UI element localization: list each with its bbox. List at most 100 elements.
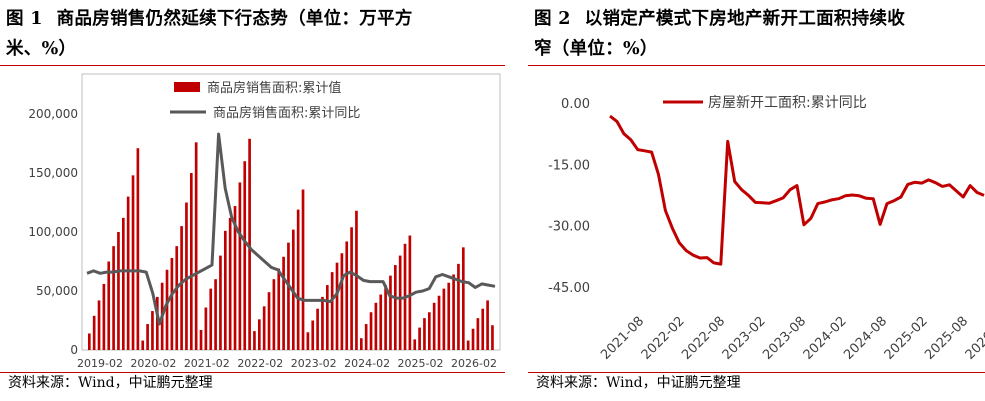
bar-cumulative-sales-area (301, 189, 305, 350)
bar-cumulative-sales-area (466, 340, 470, 350)
bar-cumulative-sales-area (282, 256, 285, 350)
x-tick-label: 2023-02 (720, 314, 769, 363)
x-tick-label: 2021-02 (184, 357, 230, 370)
figure-1-chart: 0 50,000 100,000 150,000 200,000 2019-02 2020-… (28, 73, 501, 370)
x-tick-label: 2022-02 (237, 357, 283, 370)
bar-cumulative-sales-area (359, 338, 363, 350)
bar-cumulative-sales-area (228, 217, 232, 350)
bar-cumulative-sales-area (272, 279, 276, 350)
bar-cumulative-sales-area (457, 263, 460, 350)
y-tick-label: -45.00 (548, 281, 590, 296)
bar-cumulative-sales-area (355, 210, 358, 350)
bar-cumulative-sales-area (107, 261, 111, 350)
legend-bar-label: 商品房销售面积:累计值 (207, 80, 341, 96)
bar-cumulative-sales-area (112, 246, 115, 350)
y-tick-label: -15.00 (548, 158, 590, 173)
bar-cumulative-sales-area (92, 315, 96, 350)
figure-1-top-rule (0, 65, 505, 66)
bar-cumulative-sales-area (287, 242, 290, 350)
bar-cumulative-sales-area (277, 268, 281, 350)
figure-2-panel: 图 2 以销定产模式下房地产新开工面积持续收 窄（单位：%） 0.00 -15.00… (528, 0, 985, 401)
bar-cumulative-sales-area (413, 339, 417, 350)
bar-cumulative-sales-area (262, 306, 266, 350)
bar-cumulative-sales-area (146, 324, 149, 350)
x-tick-label: 2019-02 (77, 357, 123, 370)
bar-cumulative-sales-area (316, 308, 319, 350)
y-tick-label: 0 (70, 343, 78, 357)
figure-1-source: 资料来源：Wind，中证鹏元整理 (8, 375, 213, 391)
figure-2-chart: 0.00 -15.00 -30.00 -45.00 房屋新开工面积:累计同比 2021-0… (548, 95, 985, 363)
bar-cumulative-sales-area (155, 296, 159, 350)
bar-cumulative-sales-area (384, 285, 387, 350)
bar-cumulative-sales-area (335, 262, 339, 350)
bar-cumulative-sales-area (311, 320, 315, 350)
bar-cumulative-sales-area (238, 182, 242, 350)
bar-cumulative-sales-area (223, 230, 227, 350)
bar-cumulative-sales-area (175, 246, 179, 350)
bar-cumulative-sales-area (170, 257, 174, 350)
bar-cumulative-sales-area (491, 325, 494, 350)
bar-cumulative-sales-area (432, 302, 436, 350)
x-tick-label: 2021-08 (598, 314, 647, 363)
bar-cumulative-sales-area (257, 319, 261, 350)
x-tick-label: 2024-02 (801, 314, 850, 363)
bar-cumulative-sales-area (199, 329, 203, 350)
bar-cumulative-sales-area (97, 300, 101, 350)
legend-line-label: 房屋新开工面积:累计同比 (708, 95, 867, 111)
bar-cumulative-sales-area (136, 148, 140, 350)
y-tick-label: 100,000 (28, 225, 78, 239)
bar-cumulative-sales-area (389, 275, 392, 350)
bar-cumulative-sales-area (214, 279, 217, 350)
bar-cumulative-sales-area (379, 294, 383, 350)
bar-cumulative-sales-area (233, 206, 237, 350)
x-tick-label: 2025-08 (922, 314, 971, 363)
x-tick-label: 2025-02 (398, 357, 444, 370)
x-tick-label: 2023-08 (760, 314, 809, 363)
bar-cumulative-sales-area (204, 307, 208, 350)
bar-cumulative-sales-area (185, 202, 188, 350)
figure-1-bottom-rule (0, 372, 505, 373)
bar-cumulative-sales-area (330, 272, 334, 350)
bar-cumulative-sales-area (369, 312, 373, 350)
bar-cumulative-sales-area (248, 138, 251, 350)
bar-cumulative-sales-area (364, 324, 368, 350)
bar-cumulative-sales-area (219, 255, 222, 350)
bar-cumulative-sales-area (423, 318, 426, 350)
bar-cumulative-sales-area (398, 255, 402, 350)
bar-cumulative-sales-area (321, 296, 324, 350)
figure-1-number: 图 1 (6, 9, 43, 29)
bar-cumulative-sales-area (121, 217, 125, 350)
line-new-construction-yoy (609, 114, 985, 266)
x-tick-label: 2020-02 (130, 357, 176, 370)
figure-2-source: 资料来源：Wind，中证鹏元整理 (536, 375, 741, 391)
legend-bar-swatch (174, 82, 200, 92)
bar-cumulative-sales-area (418, 327, 421, 350)
bar-cumulative-sales-area (151, 311, 154, 350)
figure-2-top-rule (528, 65, 985, 66)
y-tick-label: 50,000 (36, 284, 78, 298)
bar-cumulative-sales-area (126, 196, 130, 350)
figure-2-title: 图 2 以销定产模式下房地产新开工面积持续收 窄（单位：%） (534, 4, 905, 64)
figure-2-title-line1: 以销定产模式下房地产新开工面积持续收 (584, 9, 906, 29)
bar-cumulative-sales-area (87, 333, 91, 350)
figure-2-bottom-rule (528, 372, 985, 373)
figure-2-number: 图 2 (534, 9, 571, 29)
line-cumulative-yoy (86, 132, 496, 326)
bar-cumulative-sales-area (374, 302, 378, 350)
y-tick-label: 150,000 (28, 166, 78, 180)
x-tick-label: 2022-08 (679, 314, 728, 363)
bar-cumulative-sales-area (165, 269, 169, 350)
bar-cumulative-sales-area (194, 142, 198, 350)
bar-cumulative-sales-area (131, 175, 135, 350)
bar-cumulative-sales-area (481, 308, 485, 350)
x-tick-label: 2026-02 (451, 357, 497, 370)
x-tick-label: 2024-08 (841, 314, 890, 363)
bar-cumulative-sales-area (296, 209, 300, 350)
bar-cumulative-sales-area (102, 283, 106, 350)
bar-cumulative-sales-area (476, 318, 480, 350)
bar-cumulative-sales-area (306, 332, 310, 350)
plot-frame (81, 73, 501, 351)
bar-cumulative-sales-area (427, 312, 431, 350)
figure-1-title-line1: 商品房销售仍然延续下行态势（单位：万平方 (56, 9, 413, 29)
legend-line-label: 商品房销售面积:累计同比 (213, 105, 360, 121)
